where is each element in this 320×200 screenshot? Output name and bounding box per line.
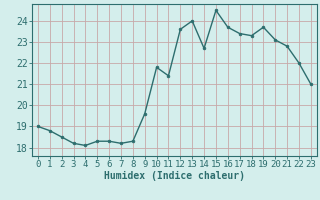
X-axis label: Humidex (Indice chaleur): Humidex (Indice chaleur)	[104, 171, 245, 181]
